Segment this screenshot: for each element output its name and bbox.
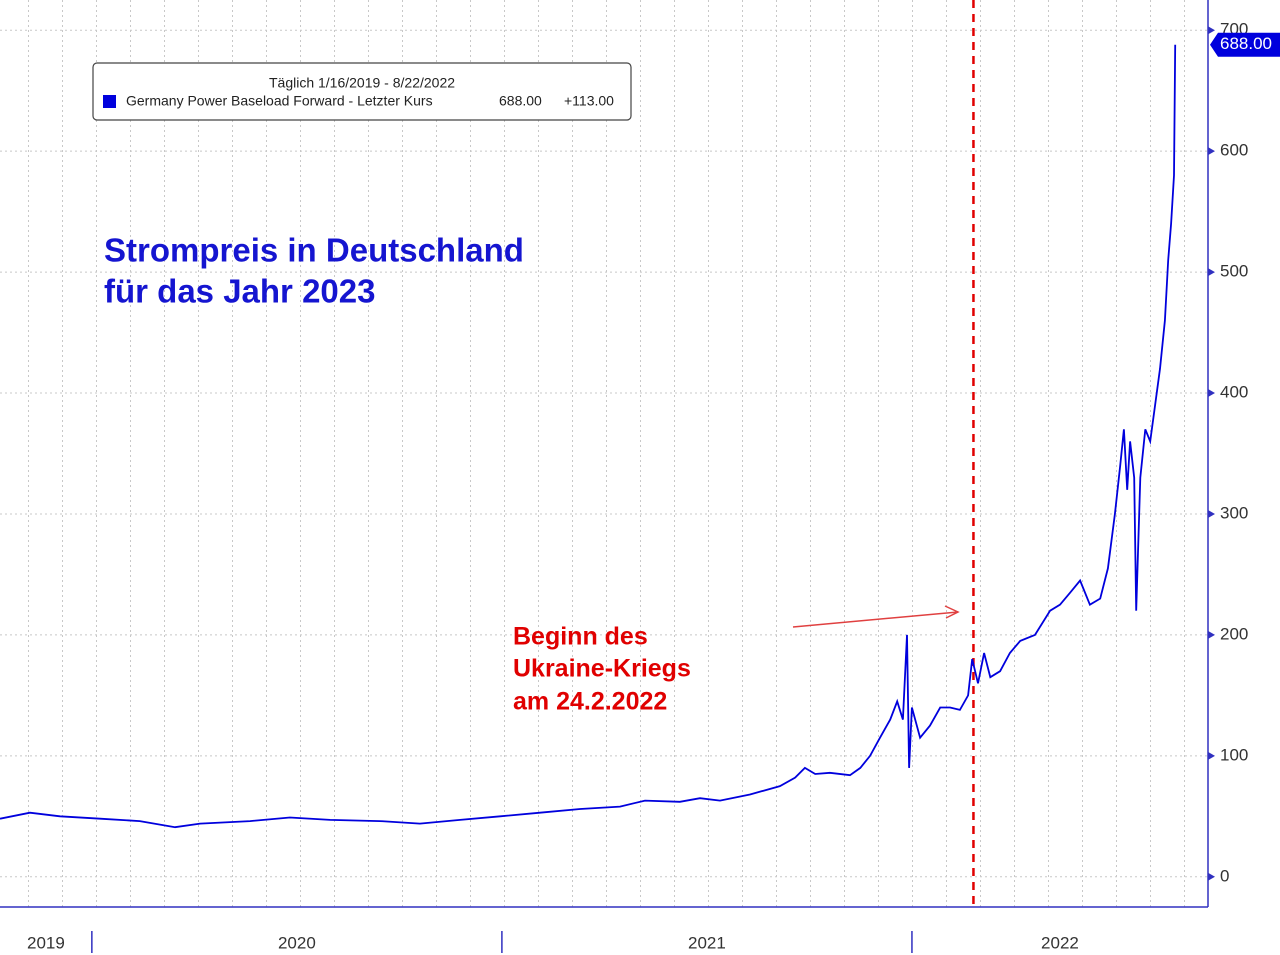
legend-title: Täglich 1/16/2019 - 8/22/2022	[269, 75, 455, 91]
y-tick	[1208, 630, 1215, 639]
y-tick-label: 600	[1220, 141, 1248, 160]
y-tick	[1208, 872, 1215, 881]
last-value-label: 688.00	[1220, 34, 1272, 53]
y-tick-label: 100	[1220, 745, 1248, 764]
arrow	[792, 605, 960, 628]
vertical-grid	[0, 0, 1208, 907]
y-tick-label: 300	[1220, 503, 1248, 522]
legend-box	[92, 62, 632, 121]
legend-change: +113.00	[564, 93, 614, 109]
y-tick	[1208, 509, 1215, 518]
y-tick-label: 200	[1220, 624, 1248, 643]
y-tick	[1208, 268, 1215, 277]
y-tick-label: 0	[1220, 866, 1229, 885]
annotation: Beginn des	[513, 623, 648, 651]
legend: Täglich 1/16/2019 - 8/22/2022 Germany Po…	[92, 62, 632, 121]
annotation: am 24.2.2022	[513, 688, 667, 716]
y-tick-label: 500	[1220, 262, 1248, 281]
x-tick-label: 2022	[1041, 933, 1079, 952]
legend-label: Germany Power Baseload Forward - Letzter…	[126, 93, 433, 109]
legend-last: 688.00	[499, 93, 542, 109]
x-tick-label: 2019	[27, 933, 65, 952]
annotation: Ukraine-Kriegs	[513, 655, 691, 683]
x-tick-label: 2020	[278, 933, 316, 952]
title-line: Strompreis in Deutschland	[104, 232, 524, 269]
legend-swatch	[103, 95, 116, 108]
marks	[0, 0, 1177, 907]
y-tick	[1208, 751, 1215, 760]
grid	[0, 29, 1208, 878]
last-value-tag	[1210, 32, 1280, 57]
y-tick	[1208, 26, 1215, 35]
series-line	[0, 44, 1177, 829]
y-tick	[1208, 389, 1215, 398]
title-line: für das Jahr 2023	[104, 273, 375, 310]
y-tick-label: 400	[1220, 383, 1248, 402]
x-tick-label: 2021	[688, 933, 726, 952]
y-tick	[1208, 147, 1215, 156]
